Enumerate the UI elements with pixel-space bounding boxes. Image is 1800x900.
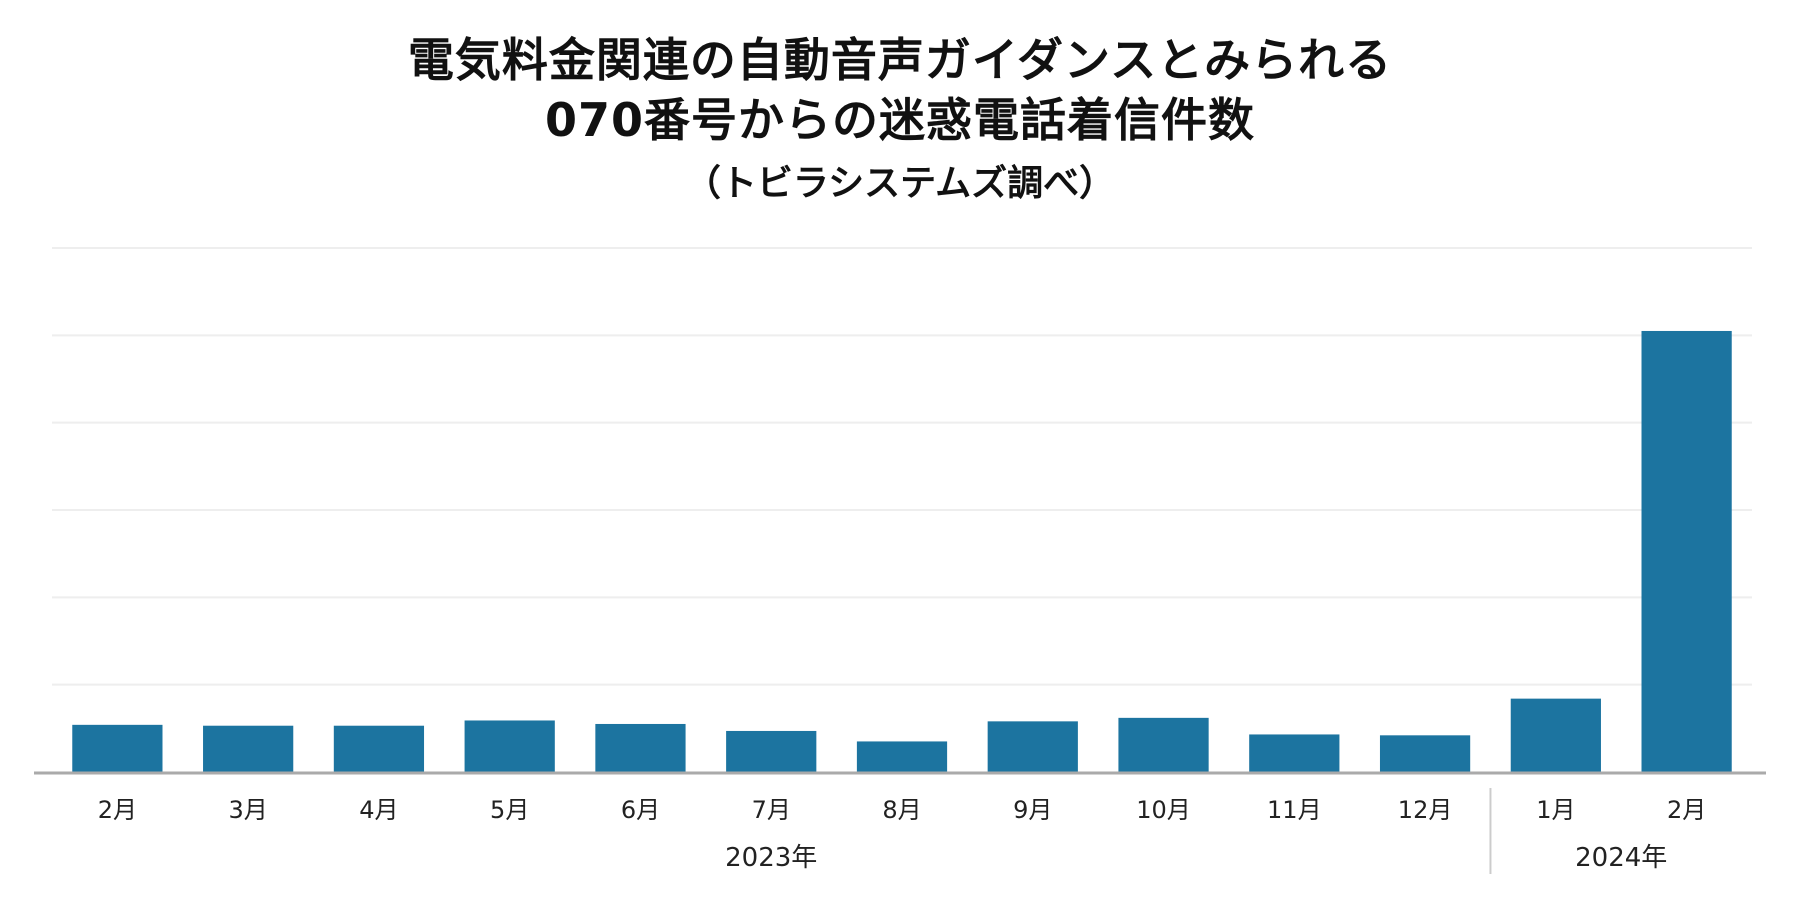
bar bbox=[464, 720, 555, 772]
x-tick-label: 12月 bbox=[1398, 796, 1453, 824]
bar bbox=[595, 723, 686, 772]
bar bbox=[333, 725, 425, 772]
x-tick-label: 9月 bbox=[1013, 796, 1052, 824]
bar bbox=[1379, 735, 1471, 772]
x-tick-label: 11月 bbox=[1267, 796, 1322, 824]
bar bbox=[72, 724, 163, 772]
x-tick-label: 2月 bbox=[1667, 796, 1706, 824]
x-tick-label: 3月 bbox=[229, 796, 268, 824]
bar bbox=[987, 721, 1078, 772]
x-tick-label: 1月 bbox=[1536, 796, 1575, 824]
chart-subtitle: （トビラシステムズ調べ） bbox=[684, 163, 1116, 204]
year-group-label: 2024年 bbox=[1575, 843, 1667, 873]
year-groups: 2023年 2024年 bbox=[725, 788, 1667, 874]
bar bbox=[726, 730, 817, 772]
x-tick-labels: 2月 3月 4月 5月 6月 7月 8月 9月 10月 11月 12月 1月 2月 bbox=[98, 796, 1707, 824]
chart-title-line-2: 070番号からの迷惑電話着信件数 bbox=[544, 93, 1256, 147]
bars bbox=[72, 330, 1732, 772]
x-tick-label: 7月 bbox=[752, 796, 791, 824]
bar bbox=[1118, 717, 1209, 772]
x-tick-label: 8月 bbox=[882, 796, 921, 824]
chart-title-line-1: 電気料金関連の自動音声ガイダンスとみられる bbox=[407, 33, 1393, 87]
bar bbox=[1510, 698, 1601, 772]
x-tick-label: 5月 bbox=[490, 796, 529, 824]
bar bbox=[203, 725, 294, 772]
year-group-label: 2023年 bbox=[725, 843, 817, 873]
bar bbox=[1249, 734, 1340, 772]
gridlines bbox=[52, 247, 1752, 686]
chart-titles: 電気料金関連の自動音声ガイダンスとみられる 070番号からの迷惑電話着信件数 （… bbox=[0, 30, 1800, 212]
x-tick-label: 10月 bbox=[1136, 796, 1191, 824]
bar bbox=[1641, 330, 1732, 772]
x-tick-label: 4月 bbox=[359, 796, 398, 824]
x-tick-label: 6月 bbox=[621, 796, 660, 824]
bar bbox=[856, 741, 948, 772]
x-tick-label: 2月 bbox=[98, 796, 137, 824]
